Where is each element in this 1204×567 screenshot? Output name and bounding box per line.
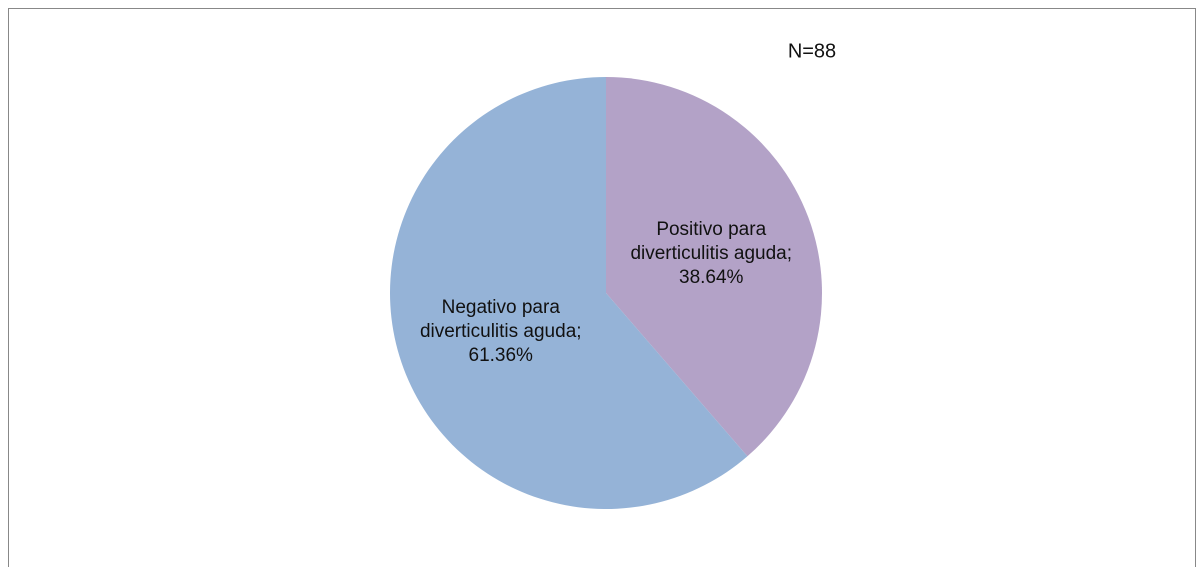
pie-slice	[606, 77, 822, 457]
frame	[8, 8, 1196, 567]
pie-slice	[389, 77, 748, 509]
chart-title: N=88	[787, 40, 837, 63]
data-label: Positivo para diverticulitis aguda; 38.6…	[630, 218, 793, 288]
data-label: Negativo para diverticulitis aguda; 61.3…	[419, 297, 582, 367]
